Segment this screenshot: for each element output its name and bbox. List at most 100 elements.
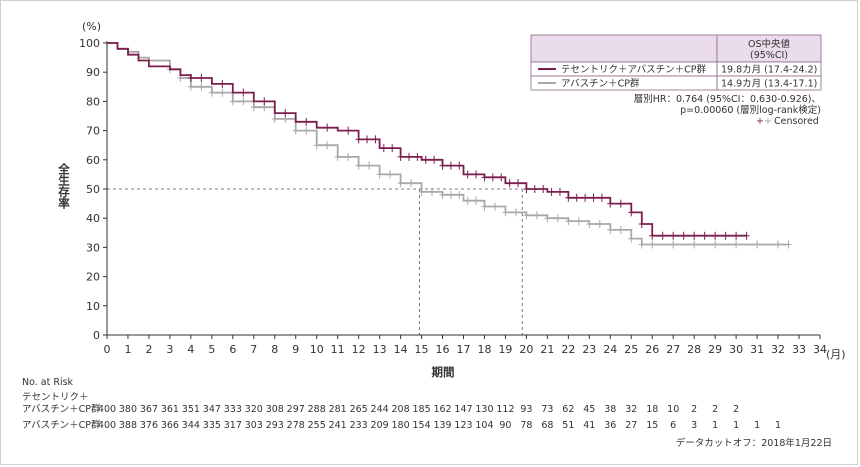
censor-mark-atezo — [590, 193, 597, 202]
x-tick-label: 27 — [666, 343, 680, 356]
risk-value-atezo: 367 — [140, 404, 158, 415]
censor-mark-control — [229, 97, 236, 106]
risk-table: No. at Risk テセントリク＋ アバスチン＋CP群 アバスチン＋CP群 … — [22, 377, 781, 431]
risk-value-atezo: 10 — [667, 404, 679, 415]
x-tick-label: 22 — [561, 343, 575, 356]
x-tick-label: 14 — [394, 343, 408, 356]
censor-mark-control — [208, 88, 215, 97]
censor-mark-control — [785, 240, 792, 249]
censor-mark-control — [240, 97, 247, 106]
risk-value-control: 255 — [308, 420, 326, 431]
risk-value-control: 36 — [604, 420, 616, 431]
censor-mark-control — [324, 141, 331, 150]
x-tick-label: 0 — [104, 343, 111, 356]
censor-mark-control — [376, 170, 383, 179]
censor-mark-atezo — [324, 123, 331, 132]
censor-mark-control — [303, 126, 310, 135]
censor-mark-atezo — [198, 74, 205, 83]
censor-mark-atezo — [628, 208, 635, 217]
censor-mark-atezo — [397, 152, 404, 161]
censor-mark-atezo — [355, 135, 362, 144]
x-tick-label: 6 — [229, 343, 236, 356]
censor-mark-control — [691, 240, 698, 249]
risk-value-atezo: 400 — [98, 404, 116, 415]
risk-value-atezo: 147 — [454, 404, 472, 415]
censor-mark-control — [544, 214, 551, 223]
y-tick-label: 90 — [86, 66, 100, 79]
risk-value-control: 6 — [670, 420, 676, 431]
censor-mark-atezo — [548, 187, 555, 196]
risk-value-atezo: 347 — [203, 404, 221, 415]
censor-mark-atezo — [372, 135, 379, 144]
risk-value-atezo: 2 — [712, 404, 718, 415]
risk-value-atezo: 32 — [625, 404, 637, 415]
series-line-atezo — [107, 42, 747, 237]
censor-mark-atezo — [506, 179, 513, 188]
risk-value-control: 1 — [754, 420, 760, 431]
censor-mark-control — [313, 141, 320, 150]
censor-mark-control — [554, 214, 561, 223]
x-tick-label: 25 — [624, 343, 638, 356]
risk-value-atezo: 185 — [412, 404, 430, 415]
censor-mark-atezo — [380, 144, 387, 153]
risk-value-control: 278 — [287, 420, 305, 431]
y-tick-label: 10 — [86, 300, 100, 313]
censor-mark-control — [292, 126, 299, 135]
censor-mark-atezo — [456, 161, 463, 170]
risk-value-control: 51 — [562, 420, 574, 431]
risk-value-control: 241 — [329, 420, 347, 431]
risk-value-control: 139 — [433, 420, 451, 431]
risk-value-control: 376 — [140, 420, 158, 431]
censor-mark-atezo — [523, 185, 530, 193]
y-tick-label: 20 — [86, 271, 100, 284]
x-tick-label: 9 — [292, 343, 299, 356]
censor-mark-control — [628, 234, 635, 243]
censored-symbol-control: + — [764, 116, 772, 127]
risk-value-atezo: 265 — [350, 404, 368, 415]
censor-mark-atezo — [405, 152, 412, 161]
risk-value-control: 366 — [161, 420, 179, 431]
censor-mark-atezo — [722, 231, 729, 240]
censor-mark-control — [575, 217, 582, 226]
censor-mark-control — [586, 220, 593, 229]
risk-value-atezo: 361 — [161, 404, 179, 415]
censor-mark-control — [439, 190, 446, 199]
censor-mark-atezo — [556, 187, 563, 196]
x-tick-label: 2 — [145, 343, 152, 356]
legend-row2-right-cell — [716, 75, 822, 91]
censor-mark-atezo — [431, 155, 438, 164]
censor-mark-atezo — [659, 231, 666, 240]
x-tick-label: 5 — [208, 343, 215, 356]
risk-label-atezo-line2: アバスチン＋CP群 — [22, 403, 101, 415]
censor-mark-control — [334, 152, 341, 161]
risk-value-atezo: 2 — [691, 404, 697, 415]
x-tick-label: 10 — [310, 343, 324, 356]
censor-mark-control — [397, 179, 404, 188]
censor-mark-atezo — [573, 193, 580, 202]
footnote: データカットオフ：2018年1月22日 — [676, 437, 832, 449]
x-tick-label: 31 — [750, 343, 764, 356]
risk-value-control: 123 — [454, 420, 472, 431]
risk-value-control: 15 — [646, 420, 658, 431]
censor-mark-control — [219, 88, 226, 97]
risk-value-control: 3 — [691, 420, 697, 431]
censor-mark-control — [366, 161, 373, 170]
censor-mark-control — [464, 196, 471, 205]
x-tick-label: 1 — [124, 343, 131, 356]
censor-mark-control — [491, 202, 498, 211]
censor-mark-atezo — [219, 79, 226, 88]
censor-mark-control — [502, 208, 509, 217]
risk-value-atezo: 351 — [182, 404, 200, 415]
x-tick-label: 13 — [373, 343, 387, 356]
censor-mark-atezo — [638, 220, 645, 229]
legend-header: OS中央値 — [748, 38, 791, 50]
risk-value-control: 317 — [224, 420, 242, 431]
censor-mark-control — [473, 196, 480, 205]
risk-value-atezo: 93 — [520, 404, 532, 415]
censor-mark-atezo — [712, 231, 719, 240]
censor-mark-atezo — [447, 161, 454, 170]
censor-mark-atezo — [422, 155, 429, 164]
risk-value-atezo: 112 — [496, 404, 514, 415]
